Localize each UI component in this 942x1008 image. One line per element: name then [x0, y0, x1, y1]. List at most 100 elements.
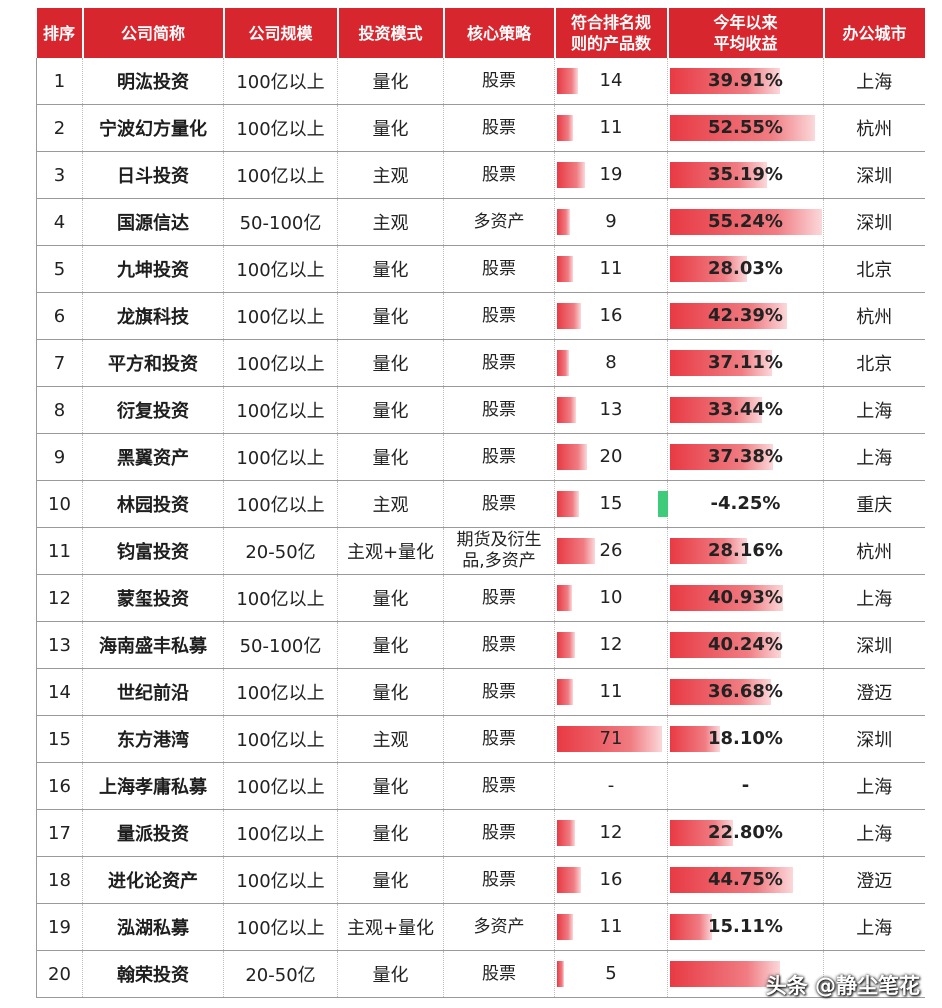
return-cell: 28.16%	[667, 527, 824, 575]
rank-cell: 3	[36, 151, 83, 199]
strategy-cell: 股票	[443, 715, 555, 763]
mode-cell: 量化	[337, 292, 444, 340]
product-count-cell: 5	[554, 950, 668, 998]
product-count-cell: 14	[554, 58, 668, 105]
city-cell: 深圳	[823, 621, 925, 669]
header-label-line: 平均收益	[713, 34, 778, 53]
rank-cell: 15	[36, 715, 83, 763]
scale-cell: 100亿以上	[223, 762, 338, 810]
scale-cell: 100亿以上	[223, 292, 338, 340]
header-product-count: 符合排名规 则的产品数	[554, 8, 669, 58]
return-bar	[670, 115, 815, 141]
return-value: -	[741, 775, 750, 796]
table-body: 1 明汯投资 100亿以上 量化 股票 14 39.91% 上海 2 宁波幻方量化 100亿以上 量化…	[36, 58, 925, 998]
table-row: 17 量派投资 100亿以上 量化 股票 12 22.80% 上海	[36, 809, 925, 857]
rank-cell: 1	[36, 58, 83, 105]
company-name-cell: 上海孝庸私募	[82, 762, 224, 810]
scale-cell: 100亿以上	[223, 856, 338, 904]
mode-cell: 量化	[337, 950, 444, 998]
strategy-cell: 多资产	[443, 903, 555, 951]
product-count-value: 12	[599, 822, 623, 843]
city-cell: 重庆	[823, 480, 925, 528]
mode-cell: 主观	[337, 198, 444, 246]
rank-cell: 6	[36, 292, 83, 340]
city-cell: 杭州	[823, 292, 925, 340]
product-count-cell: 26	[554, 527, 668, 575]
table-header: 排序 公司简称 公司规模 投资模式 核心策略 符合排名规 则的产品数 今年以来 平均收益 办公城市	[36, 8, 925, 58]
rank-cell: 10	[36, 480, 83, 528]
return-cell: 39.91%	[667, 58, 824, 105]
city-cell: 杭州	[823, 527, 925, 575]
return-cell: 37.11%	[667, 339, 824, 387]
product-count-value: 20	[599, 446, 623, 467]
rank-cell: 11	[36, 527, 83, 575]
header-label-line: 今年以来	[713, 13, 778, 32]
product-count-cell: 16	[554, 856, 668, 904]
scale-cell: 100亿以上	[223, 715, 338, 763]
count-bar-track	[557, 820, 665, 846]
return-value: 28.03%	[708, 258, 783, 279]
count-bar-track	[557, 867, 665, 893]
count-bar-track	[557, 585, 665, 611]
count-bar	[557, 444, 587, 470]
return-cell: -4.25%	[658, 480, 824, 528]
table-row: 9 黑翼资产 100亿以上 量化 股票 20 37.38% 上海	[36, 433, 925, 481]
rank-cell: 19	[36, 903, 83, 951]
return-bar-track	[670, 303, 821, 329]
count-bar	[557, 209, 570, 235]
product-count-value: 5	[605, 963, 617, 984]
strategy-cell: 股票	[443, 339, 555, 387]
company-name-cell: 黑翼资产	[82, 433, 224, 481]
count-bar-track	[557, 444, 665, 470]
mode-cell: 量化	[337, 58, 444, 105]
return-cell: 52.55%	[667, 104, 824, 152]
company-name-cell: 日斗投资	[82, 151, 224, 199]
table-row: 15 东方港湾 100亿以上 主观 股票 71 18.10% 深圳	[36, 715, 925, 763]
count-bar	[557, 350, 569, 376]
return-bar	[670, 68, 780, 94]
return-bar	[670, 303, 787, 329]
product-count-value: 12	[599, 634, 623, 655]
count-bar	[557, 256, 573, 282]
product-count-cell: 11	[554, 245, 668, 293]
company-name-cell: 海南盛丰私募	[82, 621, 224, 669]
company-name-cell: 进化论资产	[82, 856, 224, 904]
table-row: 2 宁波幻方量化 100亿以上 量化 股票 11 52.55% 杭州	[36, 104, 925, 152]
return-cell: 40.24%	[667, 621, 824, 669]
table-row: 11 钧富投资 20-50亿 主观+量化 期货及衍生 品,多资产 26 28.16% 杭州	[36, 527, 925, 575]
product-count-value: 13	[599, 399, 623, 420]
scale-cell: 100亿以上	[223, 433, 338, 481]
city-cell: 北京	[823, 245, 925, 293]
mode-cell: 主观+量化	[337, 527, 444, 575]
table-row: 16 上海孝庸私募 100亿以上 量化 股票 - - 上海	[36, 762, 925, 810]
count-bar-track	[557, 914, 665, 940]
return-cell: 40.93%	[667, 574, 824, 622]
header-label-line: 则的产品数	[570, 34, 651, 53]
product-count-value: 71	[599, 728, 623, 749]
strategy-cell: 股票	[443, 480, 555, 528]
return-cell: 36.68%	[667, 668, 824, 716]
return-bar-track	[670, 585, 821, 611]
product-count-value: 19	[599, 164, 623, 185]
count-bar-track	[557, 256, 665, 282]
mode-cell: 量化	[337, 621, 444, 669]
product-count-value: 11	[599, 117, 623, 138]
strategy-cell: 股票	[443, 151, 555, 199]
return-bar	[670, 867, 793, 893]
return-bar-track	[670, 162, 821, 188]
scale-cell: 100亿以上	[223, 574, 338, 622]
return-bar-track	[670, 679, 821, 705]
ranking-table-container: 排序 公司简称 公司规模 投资模式 核心策略 符合排名规 则的产品数 今年以来 平均收益 办公城市…	[36, 8, 925, 998]
company-name-cell: 世纪前沿	[82, 668, 224, 716]
return-bar-track	[658, 491, 821, 517]
return-bar-track	[670, 914, 821, 940]
rank-cell: 7	[36, 339, 83, 387]
rank-cell: 14	[36, 668, 83, 716]
city-cell: 上海	[823, 574, 925, 622]
table-row: 19 泓湖私募 100亿以上 主观+量化 多资产 11 15.11% 上海	[36, 903, 925, 951]
strategy-cell: 股票	[443, 950, 555, 998]
scale-cell: 100亿以上	[223, 151, 338, 199]
mode-cell: 量化	[337, 809, 444, 857]
city-cell: 上海	[823, 58, 925, 105]
company-name-cell: 龙旗科技	[82, 292, 224, 340]
